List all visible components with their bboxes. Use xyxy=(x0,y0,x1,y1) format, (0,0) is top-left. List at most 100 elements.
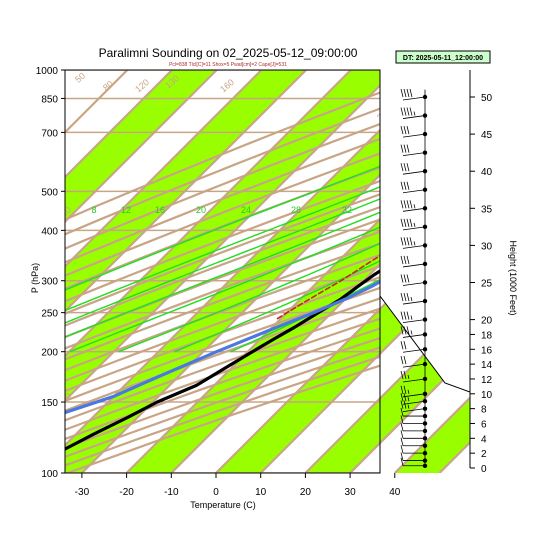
wind-barb-feather xyxy=(403,237,407,246)
wind-barb-feather xyxy=(400,452,404,461)
height-tick-label: 12 xyxy=(481,375,493,386)
wind-barb-feather xyxy=(400,326,404,335)
wind-barb-feather xyxy=(403,144,407,153)
wind-barb-shaft xyxy=(402,378,426,383)
wind-barb-feather xyxy=(403,326,407,335)
wind-barb-feather xyxy=(400,370,404,380)
wind-barb-shaft xyxy=(402,96,426,101)
moist-adiabat xyxy=(65,211,380,338)
dry-adiabat xyxy=(65,107,380,236)
wind-barb xyxy=(400,457,428,468)
p-tick-label: 850 xyxy=(41,94,58,105)
wind-barb-feather xyxy=(403,400,407,409)
isotherm-line xyxy=(170,262,380,473)
wind-barb-feather xyxy=(406,163,410,172)
wind-barb-feather xyxy=(400,457,404,466)
wind-barb-feather xyxy=(406,237,410,246)
wind-barb-feather xyxy=(403,274,407,283)
wind-barb-feather xyxy=(403,181,407,190)
dewpoint-line xyxy=(65,279,380,415)
isotherm-line xyxy=(259,352,380,473)
wind-barb-feather xyxy=(400,274,404,283)
x-tick-label: -10 xyxy=(164,487,179,498)
wind-barb xyxy=(400,445,428,456)
height-tick-label: 0 xyxy=(481,464,487,475)
x-axis-label: Temperature (C) xyxy=(190,500,256,510)
adiabat-label: 20 xyxy=(59,391,73,405)
moist-adiabat xyxy=(69,226,380,353)
chart-title: Paralimni Sounding on 02_2025-05-12_09:0… xyxy=(99,46,358,60)
wind-barb-feather xyxy=(406,292,410,302)
wind-barb-half xyxy=(410,330,413,335)
isotherm-line xyxy=(65,70,218,224)
wind-barb-shaft xyxy=(402,152,426,157)
dry-adiabat xyxy=(65,137,380,264)
wind-barb-feather xyxy=(406,88,410,98)
wind-barb-feather xyxy=(409,107,413,116)
height-tick-label: 40 xyxy=(481,167,493,178)
wind-barb-shaft xyxy=(402,207,426,212)
mixing-ratio-label: 20 xyxy=(196,205,206,215)
wind-barb-shaft xyxy=(402,393,426,398)
wind-barb-feather xyxy=(400,311,404,320)
wind-barb-shaft xyxy=(402,400,426,405)
wind-barb-feather xyxy=(400,218,404,227)
wind-barb-feather xyxy=(400,400,404,409)
height-tick-label: 45 xyxy=(481,130,493,141)
wind-barb-half xyxy=(407,404,410,409)
wind-barb xyxy=(400,341,428,353)
wind-barb-feather xyxy=(406,181,410,190)
wind-barb-feather xyxy=(409,88,413,98)
wind-barb xyxy=(400,393,428,405)
wind-barb xyxy=(400,88,428,101)
wind-barb xyxy=(400,415,428,426)
wind-barb-feather xyxy=(403,163,407,172)
wind-barb-feather xyxy=(403,311,407,320)
wind-barb-feather xyxy=(400,430,404,439)
p-tick-label: 1000 xyxy=(36,66,59,77)
wind-barb-half xyxy=(413,111,416,116)
wind-barb xyxy=(400,181,428,194)
moist-adiabat xyxy=(65,198,380,324)
wind-barb-feather xyxy=(403,341,407,350)
mixing-ratio-line xyxy=(502,70,540,159)
height-tick-label: 35 xyxy=(481,204,493,215)
mixing-ratio-line xyxy=(535,70,540,159)
wind-barb-dot xyxy=(422,399,428,404)
wind-barb xyxy=(400,237,428,249)
height-tick-label: 30 xyxy=(481,241,493,252)
wind-barb-dot xyxy=(422,376,428,382)
height-tick-label: 4 xyxy=(481,434,487,445)
wind-barb-feather xyxy=(400,237,404,246)
wind-barb xyxy=(400,326,428,338)
wind-barb xyxy=(400,400,428,413)
adiabat-label: 160 xyxy=(218,77,236,94)
dry-adiabat xyxy=(65,152,380,277)
x-tick-label: 40 xyxy=(389,487,401,498)
mixing-ratio-label: 12 xyxy=(121,205,131,215)
wind-barb-feather xyxy=(400,88,404,98)
wind-barb-shaft xyxy=(402,226,426,231)
height-tick-label: 14 xyxy=(481,360,493,371)
wind-barb-dot xyxy=(422,347,428,352)
wind-barb xyxy=(400,422,428,434)
p-tick-label: 150 xyxy=(41,398,58,409)
wind-barb xyxy=(400,452,428,463)
p-tick-label: 400 xyxy=(41,226,58,237)
wind-barb-feather xyxy=(406,311,410,320)
height-tick-label: 18 xyxy=(481,330,493,341)
chart-subtitle: Pcl=838 Tlcl[C]=11 Shox=5 Pwat[cm]=2 Cap… xyxy=(169,62,287,68)
wind-barb-feather xyxy=(403,255,407,265)
x-tick-label: 10 xyxy=(255,487,267,498)
adiabat-label: 80 xyxy=(101,79,115,93)
mixing-ratio-label: 8 xyxy=(91,205,96,215)
wind-barb-feather xyxy=(406,126,410,135)
wind-barb-shaft xyxy=(402,189,426,194)
height-tick-label: 8 xyxy=(481,405,487,416)
wind-barb-half xyxy=(407,374,410,380)
x-tick-label: 0 xyxy=(213,487,219,498)
wind-barb-shaft xyxy=(402,408,426,413)
p-tick-label: 700 xyxy=(41,128,58,139)
moist-adiabat xyxy=(65,186,380,312)
